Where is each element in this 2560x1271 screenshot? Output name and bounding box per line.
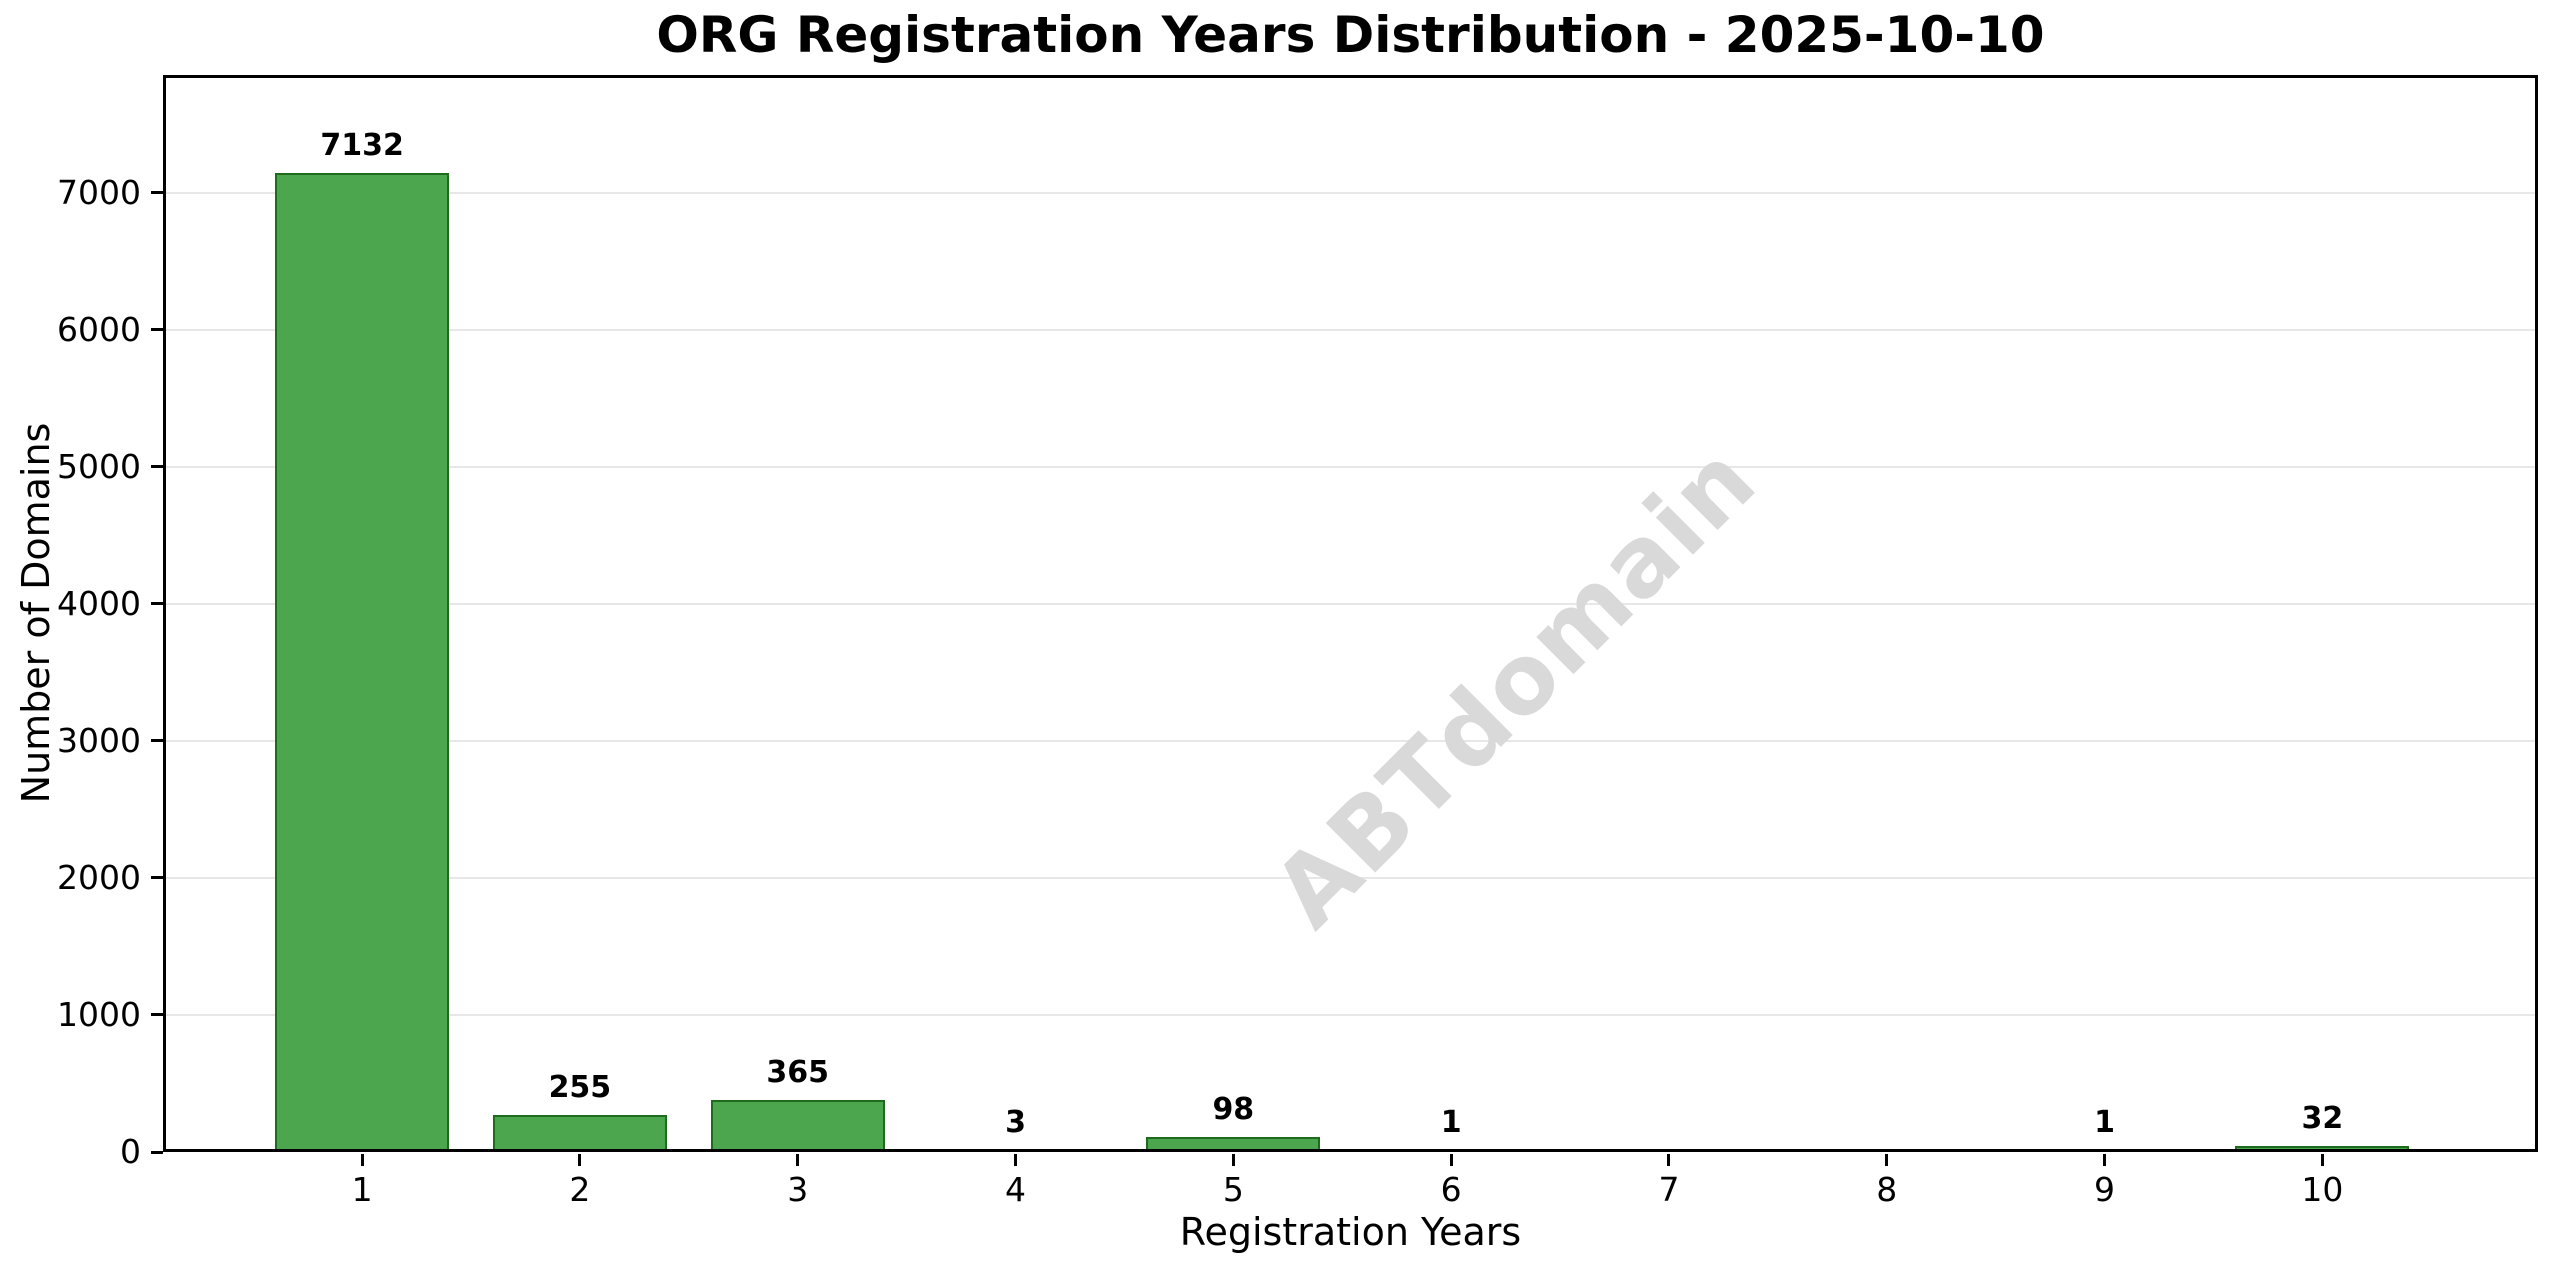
y-tick-mark [151,739,163,743]
y-tick-mark [151,328,163,332]
x-tick-mark [1014,1154,1017,1166]
x-tick-label: 6 [1440,1170,1462,1209]
x-tick-label: 4 [1005,1170,1026,1209]
y-tick-label: 4000 [57,583,141,623]
y-tick-mark [151,191,163,195]
x-tick-mark [2320,1154,2324,1166]
y-tick-label: 3000 [57,720,141,760]
bar [928,1149,1103,1152]
x-tick-mark [360,1154,364,1166]
bar-value-label: 3 [1005,1104,1026,1140]
bar [2235,1145,2410,1152]
bar-value-label: 98 [1212,1091,1255,1127]
y-tick-label: 7000 [57,172,141,212]
bar-value-label: 32 [2301,1100,2344,1136]
y-tick-mark [151,1150,163,1154]
y-tick-label: 1000 [57,994,141,1034]
y-tick-label: 2000 [57,857,141,897]
bar-value-label: 255 [548,1070,612,1106]
y-gridline [163,465,2538,468]
x-tick-mark [1667,1154,1671,1166]
x-tick-mark [1885,1154,1889,1166]
x-tick-label: 2 [569,1170,591,1209]
bar [2017,1149,2192,1152]
x-tick-label: 8 [1876,1170,1898,1209]
y-tick-label: 5000 [57,446,141,486]
x-tick-mark [578,1154,582,1166]
y-gridline [163,602,2538,605]
y-gridline [163,191,2538,194]
x-tick-mark [1231,1154,1235,1166]
y-gridline [163,1013,2538,1016]
watermark: ABTdomain [1252,423,1778,949]
bar [274,172,450,1152]
bar-value-label: 365 [766,1055,829,1090]
bar [1146,1136,1321,1152]
x-tick-label: 5 [1222,1170,1244,1209]
bar [492,1115,667,1152]
y-tick-mark [151,602,163,606]
y-tick-label: 6000 [57,309,141,349]
bar-value-label: 7132 [320,127,404,163]
y-gridline [163,739,2538,742]
y-gridline [163,328,2538,331]
bar-value-label: 1 [1440,1104,1462,1140]
bar-value-label: 1 [2094,1104,2115,1140]
x-tick-label: 7 [1658,1170,1680,1209]
bar [710,1100,885,1152]
y-tick-mark [151,1013,163,1017]
x-tick-label: 10 [2301,1170,2344,1209]
bar [1364,1149,1539,1152]
x-tick-mark [2103,1154,2107,1166]
chart-title: ORG Registration Years Distribution - 20… [656,6,2045,64]
y-gridline [163,876,2538,879]
x-tick-mark [796,1154,800,1166]
x-axis-title: Registration Years [1179,1210,1522,1254]
y-tick-label: 0 [120,1132,141,1171]
x-tick-label: 9 [2094,1170,2116,1209]
y-tick-mark [151,465,163,469]
x-tick-mark [1449,1154,1453,1166]
plot-area: ABTdomain 7132 255 365 3 98 1 1 32 [163,75,2538,1152]
x-tick-label: 1 [351,1170,373,1209]
y-tick-mark [151,876,163,880]
x-tick-label: 3 [787,1170,809,1209]
